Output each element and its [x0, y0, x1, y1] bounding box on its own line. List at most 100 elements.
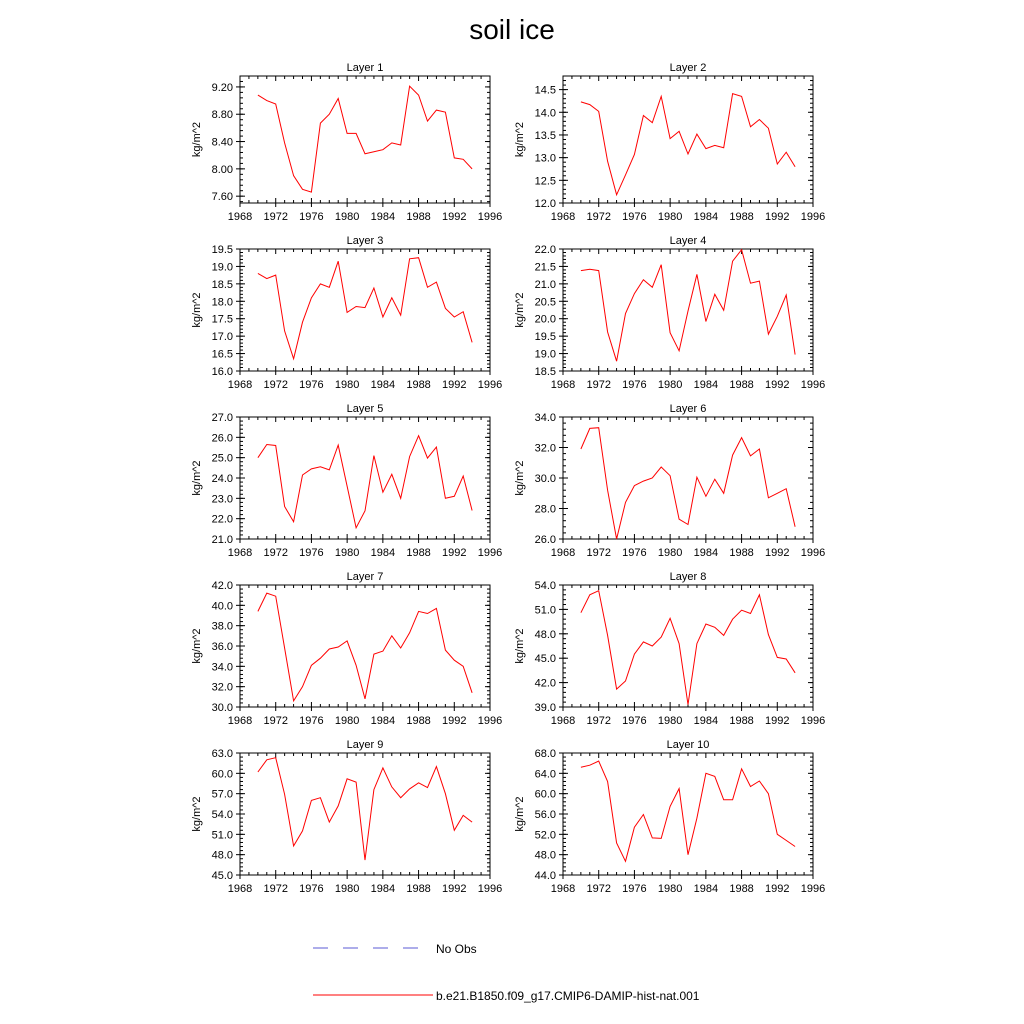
y-tick-label: 63.0 [212, 748, 233, 760]
y-tick-label: 42.0 [212, 580, 233, 592]
y-axis-label: kg/m^2 [191, 796, 203, 831]
y-tick-label: 36.0 [212, 641, 233, 653]
y-tick-label: 18.0 [212, 296, 233, 308]
x-tick-label: 1976 [299, 547, 323, 559]
x-tick-label: 1984 [371, 547, 395, 559]
y-tick-label: 19.0 [212, 261, 233, 273]
y-axis-label: kg/m^2 [191, 122, 203, 157]
series-line [580, 93, 796, 197]
x-tick-label: 1980 [335, 211, 359, 223]
panel-title: Layer 5 [347, 403, 384, 415]
y-tick-label: 64.0 [535, 768, 556, 780]
y-tick-label: 28.0 [535, 504, 556, 516]
y-axis-label: kg/m^2 [191, 460, 203, 495]
y-tick-label: 21.0 [212, 534, 233, 546]
x-tick-label: 1992 [442, 883, 466, 895]
plot-frame [239, 416, 491, 540]
x-tick-label: 1972 [263, 715, 287, 727]
y-tick-label: 13.0 [535, 153, 556, 165]
x-tick-label: 1992 [442, 379, 466, 391]
y-tick-label: 54.0 [212, 809, 233, 821]
y-tick-label: 20.5 [535, 296, 556, 308]
x-tick-label: 1976 [622, 211, 646, 223]
y-tick-label: 22.0 [535, 244, 556, 256]
x-tick-label: 1968 [551, 211, 575, 223]
x-tick-label: 1992 [765, 883, 789, 895]
y-tick-label: 51.0 [535, 604, 556, 616]
x-tick-label: 1984 [371, 379, 395, 391]
y-tick-label: 23.0 [212, 493, 233, 505]
y-tick-label: 14.5 [535, 85, 556, 97]
y-tick-label: 40.0 [212, 600, 233, 612]
y-tick-label: 8.40 [212, 137, 233, 149]
x-tick-label: 1972 [263, 883, 287, 895]
series-line [257, 434, 473, 530]
y-tick-label: 22.0 [212, 514, 233, 526]
y-tick-label: 52.0 [535, 829, 556, 841]
series-line [580, 589, 796, 705]
y-tick-label: 21.5 [535, 261, 556, 273]
y-tick-label: 56.0 [535, 809, 556, 821]
y-tick-label: 20.0 [535, 314, 556, 326]
x-tick-label: 1968 [551, 379, 575, 391]
x-tick-label: 1988 [406, 547, 430, 559]
x-tick-label: 1992 [765, 715, 789, 727]
y-tick-label: 17.5 [212, 314, 233, 326]
x-tick-label: 1984 [694, 715, 718, 727]
series-line [580, 760, 796, 863]
x-tick-label: 1988 [406, 715, 430, 727]
y-axis-label: kg/m^2 [514, 796, 526, 831]
x-tick-label: 1996 [478, 547, 502, 559]
y-tick-label: 34.0 [535, 412, 556, 424]
x-tick-label: 1976 [622, 883, 646, 895]
x-tick-label: 1992 [765, 379, 789, 391]
x-tick-label: 1984 [371, 883, 395, 895]
y-tick-label: 32.0 [212, 682, 233, 694]
plot-frame [239, 248, 491, 372]
y-tick-label: 30.0 [212, 702, 233, 714]
x-tick-label: 1988 [406, 379, 430, 391]
x-tick-label: 1972 [586, 211, 610, 223]
x-tick-label: 1976 [299, 715, 323, 727]
x-tick-label: 1992 [765, 547, 789, 559]
x-tick-label: 1980 [658, 883, 682, 895]
x-tick-label: 1980 [335, 883, 359, 895]
series-line [580, 248, 796, 362]
x-tick-label: 1984 [694, 547, 718, 559]
y-tick-label: 39.0 [535, 702, 556, 714]
panel-title: Layer 1 [347, 62, 384, 74]
y-tick-label: 48.0 [212, 850, 233, 862]
y-axis-label: kg/m^2 [514, 460, 526, 495]
x-tick-label: 1980 [335, 715, 359, 727]
plot-frame [562, 416, 814, 540]
y-tick-label: 30.0 [535, 473, 556, 485]
y-tick-label: 60.0 [535, 789, 556, 801]
legend-label-model: b.e21.B1850.f09_g17.CMIP6-DAMIP-hist-nat… [436, 989, 700, 1003]
y-tick-label: 48.0 [535, 850, 556, 862]
y-axis-label: kg/m^2 [514, 122, 526, 157]
x-tick-label: 1976 [622, 547, 646, 559]
y-tick-label: 19.0 [535, 349, 556, 361]
panel-title: Layer 3 [347, 235, 384, 247]
y-tick-label: 19.5 [535, 331, 556, 343]
x-tick-label: 1992 [442, 211, 466, 223]
y-tick-label: 8.80 [212, 109, 233, 121]
y-tick-label: 57.0 [212, 789, 233, 801]
x-tick-label: 1996 [478, 715, 502, 727]
x-tick-label: 1992 [442, 547, 466, 559]
x-tick-label: 1976 [622, 715, 646, 727]
y-tick-label: 68.0 [535, 748, 556, 760]
y-tick-label: 26.0 [535, 534, 556, 546]
x-tick-label: 1980 [335, 547, 359, 559]
x-tick-label: 1984 [694, 211, 718, 223]
y-tick-label: 45.0 [535, 653, 556, 665]
series-line [257, 592, 473, 703]
x-tick-label: 1968 [228, 883, 252, 895]
y-tick-label: 18.5 [535, 366, 556, 378]
x-tick-label: 1968 [228, 547, 252, 559]
y-tick-label: 13.5 [535, 130, 556, 142]
x-tick-label: 1996 [801, 715, 825, 727]
y-tick-label: 60.0 [212, 768, 233, 780]
x-tick-label: 1980 [658, 547, 682, 559]
plot-frame [562, 752, 814, 876]
